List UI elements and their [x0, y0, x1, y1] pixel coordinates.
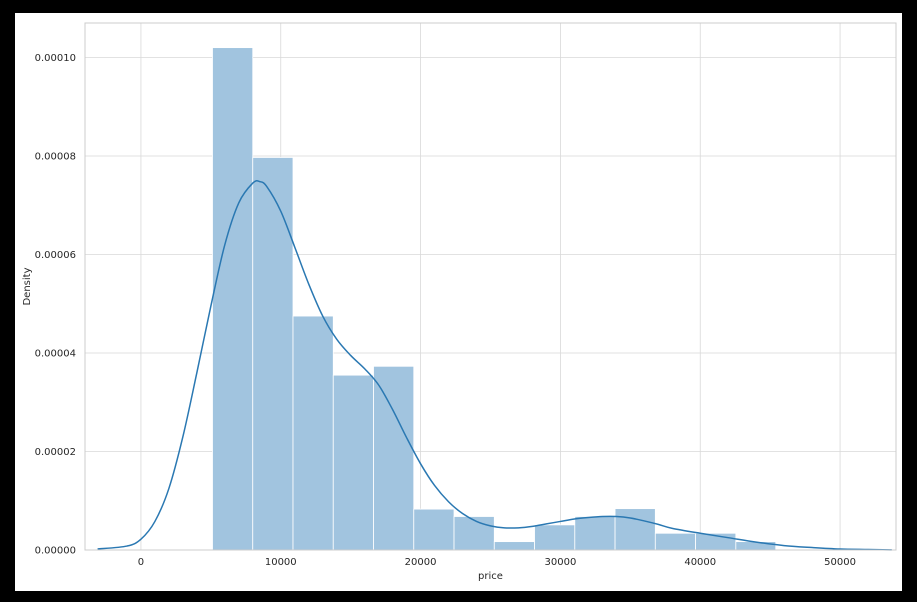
histogram-bar	[654, 532, 696, 551]
y-tick-label: 0.00002	[35, 447, 76, 458]
x-tick-label: 10000	[265, 557, 297, 568]
histogram-bar	[453, 516, 495, 551]
histogram-bar	[534, 524, 576, 551]
histogram-bar	[332, 374, 374, 551]
histogram-bar	[252, 157, 294, 551]
kde-curve-group	[97, 180, 892, 551]
histogram-bar	[574, 516, 616, 551]
x-tick-label: 30000	[545, 557, 577, 568]
figure: 0 10000 20000 30000 40000 50000 0.00000 0.0000…	[15, 13, 902, 591]
x-axis-label: price	[478, 571, 503, 582]
histogram-bar	[413, 508, 455, 551]
y-tick-label: 0.00004	[35, 348, 76, 359]
y-tick-label: 0.00008	[35, 151, 76, 162]
histogram-bars	[212, 47, 777, 551]
histogram-bar	[614, 508, 656, 551]
grid-lines	[85, 23, 896, 551]
plot-area-border	[84, 22, 897, 551]
density-histogram-chart: 0 10000 20000 30000 40000 50000 0.000000.0000…	[22, 22, 897, 582]
x-tick-label: 20000	[405, 557, 437, 568]
y-tick-label: 0.00000	[35, 546, 76, 557]
y-tick-label: 0.00010	[35, 53, 76, 64]
x-axis-ticks: 0 10000 20000 30000 40000 50000	[138, 557, 856, 568]
y-tick-label: 0.00006	[35, 250, 76, 261]
kde-line	[97, 180, 892, 551]
histogram-bar	[493, 541, 535, 551]
histogram-bar	[292, 315, 334, 551]
x-tick-label: 50000	[824, 557, 856, 568]
x-tick-label: 40000	[684, 557, 716, 568]
y-axis-label: Density	[22, 267, 33, 305]
y-axis-ticks: 0.00000 0.00002 0.00004 0.00006 0.00008 0.000…	[35, 53, 76, 557]
x-tick-label: 0	[138, 557, 144, 568]
histogram-bar	[735, 541, 777, 551]
histogram-bar	[212, 47, 254, 551]
histogram-bar	[373, 365, 415, 551]
